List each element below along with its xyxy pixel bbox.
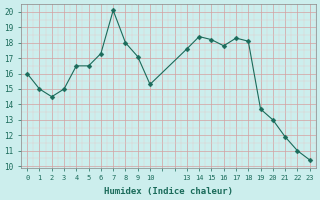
X-axis label: Humidex (Indice chaleur): Humidex (Indice chaleur) <box>104 187 233 196</box>
